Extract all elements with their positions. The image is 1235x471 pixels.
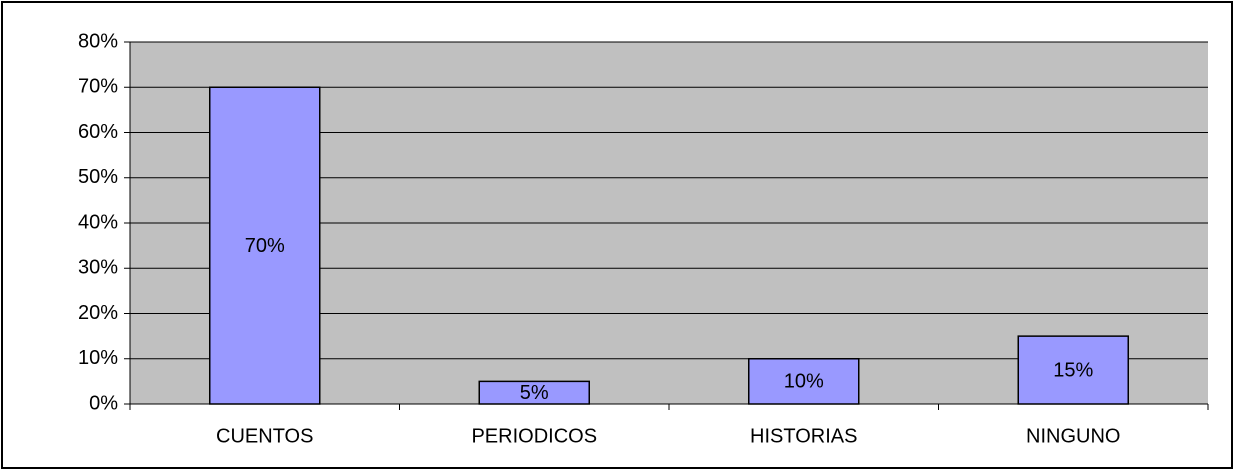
y-tick-label: 40% (78, 211, 118, 233)
data-label: 5% (520, 382, 549, 404)
bar (1017, 335, 1129, 405)
y-tick-label: 80% (78, 30, 118, 52)
data-label: 10% (784, 371, 824, 393)
y-tick-label: 0% (89, 392, 118, 414)
data-label: 70% (245, 235, 285, 257)
y-tick-label: 10% (78, 347, 118, 369)
bar (209, 86, 321, 405)
x-tick-label: HISTORIAS (750, 425, 857, 447)
x-tick-label: PERIODICOS (471, 425, 597, 447)
x-tick-label: NINGUNO (1026, 425, 1120, 447)
x-tick-label: CUENTOS (216, 425, 313, 447)
y-tick-label: 60% (78, 121, 118, 143)
y-tick-label: 70% (78, 76, 118, 98)
y-tick-label: 30% (78, 257, 118, 279)
bar (478, 380, 590, 405)
data-label: 15% (1053, 359, 1093, 381)
bar (748, 358, 860, 405)
y-tick-label: 50% (78, 166, 118, 188)
y-tick-label: 20% (78, 302, 118, 324)
